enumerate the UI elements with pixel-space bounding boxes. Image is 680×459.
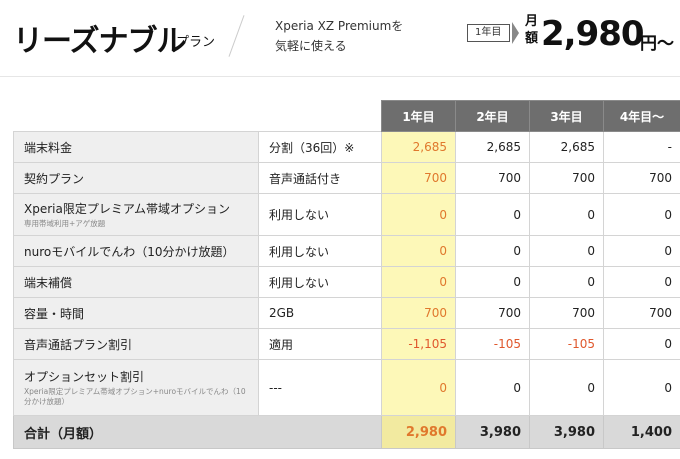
column-header-year-3: 3年目 bbox=[529, 100, 604, 132]
cell-year-2: 0 bbox=[455, 193, 530, 236]
table-row-voice-plan-discount: 音声通話プラン割引 適用 -1,105 -105 -105 0 bbox=[13, 328, 680, 360]
cell-year-4: 0 bbox=[603, 328, 680, 360]
cell-year-3: 700 bbox=[529, 297, 604, 329]
total-year-2: 3,980 bbox=[455, 415, 530, 449]
total-label: 合計（月額） bbox=[13, 415, 382, 449]
table-row-nuro-mobile-call: nuroモバイルでんわ（10分かけ放題） 利用しない 0 0 0 0 bbox=[13, 235, 680, 267]
monthly-label: 月額 bbox=[525, 14, 539, 46]
cell-year-4: 700 bbox=[603, 162, 680, 194]
plan-header: リーズナブル プラン Xperia XZ Premiumを 気軽に使える 1年目… bbox=[0, 0, 680, 76]
cell-year-1: 0 bbox=[381, 235, 456, 267]
cell-year-3: 700 bbox=[529, 162, 604, 194]
row-sublabel: 専用帯域利用+アゲ放題 bbox=[24, 219, 106, 228]
row-detail: 利用しない bbox=[258, 266, 382, 298]
cell-year-4: 0 bbox=[603, 266, 680, 298]
table-row-option-set-discount: オプションセット割引 Xperia限定プレミアム帯域オプション+nuroモバイル… bbox=[13, 359, 680, 416]
row-label: Xperia限定プレミアム帯域オプション bbox=[24, 202, 231, 216]
row-label: 端末補償 bbox=[13, 266, 259, 298]
cell-year-3: 2,685 bbox=[529, 131, 604, 163]
price-amount: 2,980 bbox=[541, 14, 645, 54]
row-label-with-sub: Xperia限定プレミアム帯域オプション 専用帯域利用+アゲ放題 bbox=[13, 193, 259, 236]
column-header-year-2: 2年目 bbox=[455, 100, 530, 132]
row-detail: 分割（36回）※ bbox=[258, 131, 382, 163]
cell-year-1: 0 bbox=[381, 359, 456, 416]
cell-year-3: 0 bbox=[529, 266, 604, 298]
cell-year-2: 2,685 bbox=[455, 131, 530, 163]
table-row-premium-bandwidth-option: Xperia限定プレミアム帯域オプション 専用帯域利用+アゲ放題 利用しない 0… bbox=[13, 193, 680, 236]
cell-year-1: 0 bbox=[381, 193, 456, 236]
cell-year-1: 0 bbox=[381, 266, 456, 298]
total-year-1: 2,980 bbox=[381, 415, 456, 449]
cell-year-2: 0 bbox=[455, 359, 530, 416]
row-detail: --- bbox=[258, 359, 382, 416]
plan-suffix: プラン bbox=[176, 35, 216, 50]
row-detail: 利用しない bbox=[258, 235, 382, 267]
cell-year-4: 0 bbox=[603, 235, 680, 267]
row-detail: 音声通話付き bbox=[258, 162, 382, 194]
plan-name: リーズナブル bbox=[13, 24, 186, 59]
plan-description: Xperia XZ Premiumを 気軽に使える bbox=[275, 16, 403, 56]
total-year-3: 3,980 bbox=[529, 415, 604, 449]
price-breakdown-table: 1年目 2年目 3年目 4年目〜 端末料金 分割（36回）※ 2,685 2,6… bbox=[13, 100, 680, 449]
total-year-4: 1,400 bbox=[603, 415, 680, 449]
row-label: オプションセット割引 bbox=[24, 370, 145, 384]
row-label-with-sub: オプションセット割引 Xperia限定プレミアム帯域オプション+nuroモバイル… bbox=[13, 359, 259, 416]
cell-year-2: 0 bbox=[455, 235, 530, 267]
table-header-row: 1年目 2年目 3年目 4年目〜 bbox=[14, 100, 680, 132]
arrow-right-icon bbox=[512, 22, 519, 44]
cell-year-2: 700 bbox=[455, 297, 530, 329]
table-row-device-fee: 端末料金 分割（36回）※ 2,685 2,685 2,685 - bbox=[13, 131, 680, 163]
table-row-capacity: 容量・時間 2GB 700 700 700 700 bbox=[13, 297, 680, 329]
table-row-device-insurance: 端末補償 利用しない 0 0 0 0 bbox=[13, 266, 680, 298]
row-label: 契約プラン bbox=[13, 162, 259, 194]
row-label: 容量・時間 bbox=[13, 297, 259, 329]
divider-slash bbox=[228, 15, 245, 57]
cell-year-4: 0 bbox=[603, 359, 680, 416]
cell-year-3: 0 bbox=[529, 235, 604, 267]
row-detail: 利用しない bbox=[258, 193, 382, 236]
row-detail: 2GB bbox=[258, 297, 382, 329]
cell-year-3: 0 bbox=[529, 193, 604, 236]
year-tag: 1年目 bbox=[467, 24, 511, 42]
row-label: nuroモバイルでんわ（10分かけ放題） bbox=[13, 235, 259, 267]
price-unit: 円〜 bbox=[640, 34, 674, 54]
cell-year-4: 0 bbox=[603, 193, 680, 236]
cell-year-3: 0 bbox=[529, 359, 604, 416]
header-divider bbox=[0, 76, 680, 77]
table-row-contract-plan: 契約プラン 音声通話付き 700 700 700 700 bbox=[13, 162, 680, 194]
cell-year-4: - bbox=[603, 131, 680, 163]
cell-year-2: -105 bbox=[455, 328, 530, 360]
cell-year-1: 700 bbox=[381, 297, 456, 329]
cell-year-1: -1,105 bbox=[381, 328, 456, 360]
cell-year-3: -105 bbox=[529, 328, 604, 360]
row-detail: 適用 bbox=[258, 328, 382, 360]
column-header-year-4: 4年目〜 bbox=[603, 100, 680, 132]
column-header-year-1: 1年目 bbox=[381, 100, 456, 132]
cell-year-2: 700 bbox=[455, 162, 530, 194]
header-blank-cell bbox=[14, 101, 259, 132]
table-row-total: 合計（月額） 2,980 3,980 3,980 1,400 bbox=[13, 415, 680, 449]
description-line-1: Xperia XZ Premiumを bbox=[275, 19, 404, 33]
description-line-2: 気軽に使える bbox=[275, 39, 347, 53]
header-blank-cell bbox=[259, 101, 382, 132]
cell-year-4: 700 bbox=[603, 297, 680, 329]
cell-year-2: 0 bbox=[455, 266, 530, 298]
cell-year-1: 2,685 bbox=[381, 131, 456, 163]
row-sublabel: Xperia限定プレミアム帯域オプション+nuroモバイルでんわ（10分かけ放題… bbox=[24, 387, 246, 406]
row-label: 音声通話プラン割引 bbox=[13, 328, 259, 360]
price-table-container: 1年目 2年目 3年目 4年目〜 端末料金 分割（36回）※ 2,685 2,6… bbox=[13, 100, 680, 449]
cell-year-1: 700 bbox=[381, 162, 456, 194]
row-label: 端末料金 bbox=[13, 131, 259, 163]
